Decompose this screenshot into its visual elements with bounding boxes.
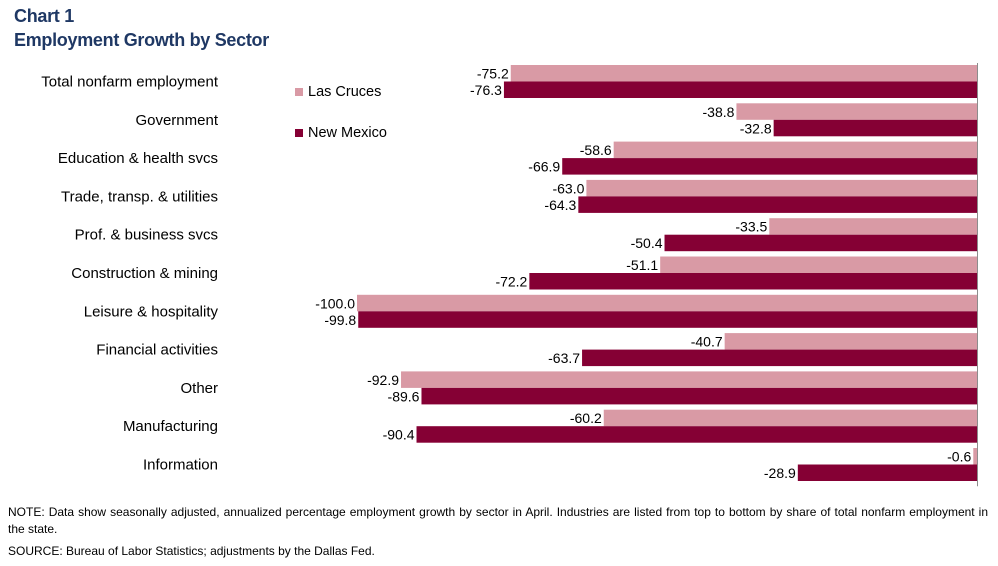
- data-label-s1-cat-7: -63.7: [548, 350, 580, 366]
- bar-s0-cat-5: [660, 256, 977, 273]
- chart-source: SOURCE: Bureau of Labor Statistics; adju…: [8, 544, 375, 558]
- data-label-s0-cat-9: -60.2: [570, 410, 602, 426]
- bar-s1-cat-4: [664, 234, 977, 252]
- bar-s0-cat-9: [603, 409, 977, 427]
- bar-s1-cat-5: [529, 273, 977, 290]
- legend-label-1: New Mexico: [308, 125, 387, 141]
- bar-s1-cat-8: [421, 387, 978, 405]
- data-label-s0-cat-3: -63.0: [552, 180, 584, 196]
- data-label-s1-cat-9: -90.4: [383, 427, 415, 443]
- bar-s1-cat-6: [358, 311, 977, 328]
- data-label-s1-cat-6: -99.8: [324, 312, 356, 328]
- bar-s1-cat-10: [797, 464, 977, 481]
- category-label-cat-1: Government: [135, 112, 218, 129]
- chart-title: Employment Growth by Sector: [14, 30, 269, 50]
- category-label-cat-0: Total nonfarm employment: [41, 74, 219, 91]
- bar-s1-cat-1: [773, 119, 977, 137]
- data-label-s1-cat-5: -72.2: [495, 274, 527, 290]
- legend-swatch-1: [295, 129, 303, 137]
- data-label-s0-cat-7: -40.7: [691, 334, 723, 350]
- data-label-s1-cat-0: -76.3: [470, 82, 502, 98]
- bar-s0-cat-6: [357, 294, 977, 312]
- bar-s1-cat-0: [503, 81, 977, 98]
- bar-s0-cat-10: [973, 448, 977, 465]
- data-label-s0-cat-0: -75.2: [477, 66, 509, 82]
- data-label-s1-cat-2: -66.9: [528, 159, 560, 175]
- category-label-cat-2: Education & health svcs: [58, 150, 218, 167]
- category-label-cat-9: Manufacturing: [123, 418, 218, 435]
- bar-s0-cat-1: [736, 103, 977, 120]
- data-label-s1-cat-3: -64.3: [544, 197, 576, 213]
- bar-s0-cat-3: [586, 179, 977, 197]
- data-label-s1-cat-4: -50.4: [631, 235, 663, 251]
- data-label-s0-cat-5: -51.1: [626, 257, 658, 273]
- bar-chart: Total nonfarm employment -75.2-76.3 Govern…: [41, 63, 978, 487]
- legend-swatch-0: [295, 88, 303, 96]
- data-label-s1-cat-1: -32.8: [740, 120, 772, 136]
- bar-s0-cat-4: [769, 218, 977, 235]
- category-label-cat-3: Trade, transp. & utilities: [61, 188, 218, 205]
- chart-number: Chart 1: [14, 6, 74, 26]
- data-label-s0-cat-10: -0.6: [947, 449, 971, 465]
- data-label-s1-cat-8: -89.6: [388, 388, 420, 404]
- data-label-s1-cat-10: -28.9: [764, 465, 796, 481]
- category-label-cat-4: Prof. & business svcs: [75, 227, 218, 244]
- bar-s1-cat-7: [582, 349, 977, 367]
- bar-s1-cat-3: [578, 196, 977, 213]
- data-label-s0-cat-2: -58.6: [580, 142, 612, 158]
- bar-s0-cat-7: [724, 333, 977, 350]
- category-label-cat-5: Construction & mining: [71, 265, 218, 282]
- data-label-s0-cat-1: -38.8: [703, 104, 735, 120]
- data-label-s0-cat-6: -100.0: [315, 295, 355, 311]
- bar-s0-cat-2: [613, 141, 977, 159]
- category-label-cat-8: Other: [180, 380, 218, 397]
- data-label-s0-cat-8: -92.9: [367, 372, 399, 388]
- bar-s1-cat-2: [562, 158, 977, 175]
- bar-s0-cat-8: [401, 371, 977, 388]
- data-label-s0-cat-4: -33.5: [735, 219, 767, 235]
- chart-note: NOTE: Data show seasonally adjusted, ann…: [8, 505, 988, 536]
- category-label-cat-6: Leisure & hospitality: [84, 303, 219, 320]
- category-label-cat-10: Information: [143, 457, 218, 474]
- bar-s1-cat-9: [416, 426, 977, 443]
- bar-s0-cat-0: [510, 65, 977, 82]
- legend-label-0: Las Cruces: [308, 84, 381, 100]
- category-label-cat-7: Financial activities: [96, 342, 218, 359]
